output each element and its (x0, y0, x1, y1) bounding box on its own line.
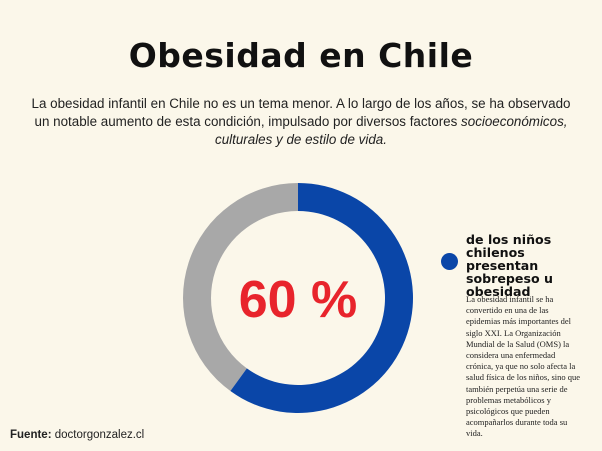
intro-text: La obesidad infantil en Chile no es un t… (31, 96, 571, 129)
source-value: doctorgonzalez.cl (54, 429, 145, 441)
legend-dot (441, 253, 458, 270)
legend-label: de los niños chilenos presentan sobrepes… (466, 232, 553, 299)
intro-paragraph: La obesidad infantil en Chile no es un t… (28, 95, 574, 149)
donut-chart: 60 % (183, 183, 413, 413)
intro-text-italic: socioeconómicos, culturales y de estilo … (215, 114, 568, 147)
donut-segment-obesity (230, 183, 413, 413)
source-label: Fuente: (10, 429, 52, 441)
donut-segment-rest (183, 183, 298, 392)
donut-center-label: 60 % (239, 271, 358, 329)
description-text: La obesidad infantil se ha convertido en… (466, 294, 581, 439)
source-credit: Fuente: doctorgonzalez.cl (10, 429, 144, 441)
page-title: Obesidad en Chile (128, 36, 474, 75)
